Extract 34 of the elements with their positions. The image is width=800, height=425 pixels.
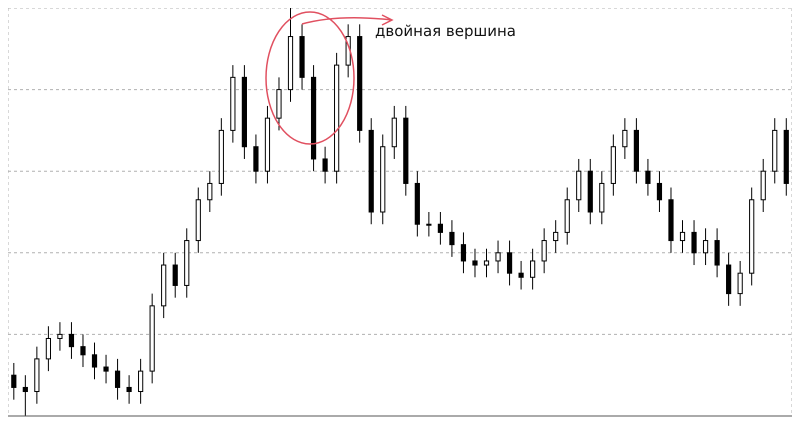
candlestick [542,228,547,274]
candlestick [438,212,443,246]
candlestick [426,212,432,237]
candlestick [92,342,98,380]
candlestick [691,220,697,266]
candlestick [553,220,558,254]
candlestick [80,334,86,368]
candlestick [472,248,478,278]
candlestick [702,228,708,266]
candlestick [506,240,512,286]
candlestick [622,118,628,160]
candlestick [126,374,132,404]
candlestick [738,260,743,306]
candlestick [495,240,501,274]
candlestick [530,248,536,290]
candlestick [322,146,328,184]
candlestick [484,248,490,278]
candlestick [68,322,74,360]
candlestick [138,358,144,404]
candlestick [645,158,651,196]
candlestick [103,354,109,384]
annotation: двойная вершина [375,22,516,40]
candlestick [22,374,28,416]
candlestick [46,326,51,372]
candlestick [518,260,524,290]
candlestick [11,362,16,400]
candlestick [656,170,662,212]
candlestick [172,252,178,298]
candlestick [57,322,63,352]
candlestick [449,220,455,258]
candlestick [207,170,212,212]
candlestick [460,232,466,274]
candlestick [114,358,120,400]
candlestick [680,220,686,254]
